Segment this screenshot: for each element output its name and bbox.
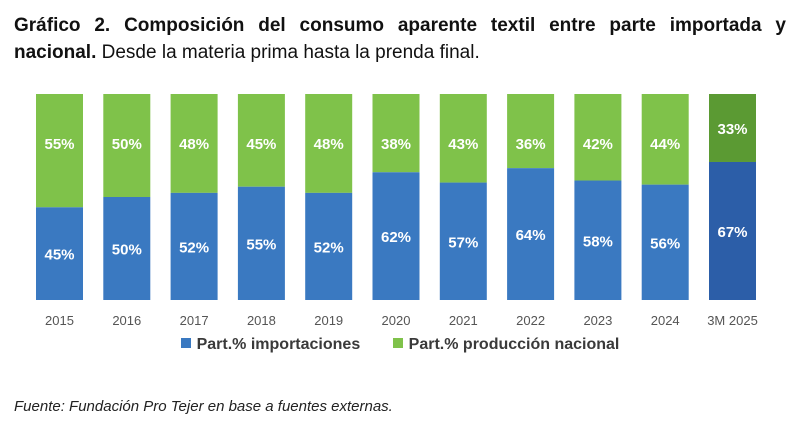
x-tick-2024: 2024 — [651, 313, 680, 328]
chart-subtitle: Desde la materia prima hasta la prenda f… — [101, 42, 480, 63]
x-tick-2019: 2019 — [314, 313, 343, 328]
label-imports-2018: 55% — [246, 236, 276, 253]
legend-swatch-imports — [180, 338, 191, 348]
label-national-2017: 48% — [179, 136, 209, 153]
bar-national-2024 — [641, 94, 689, 185]
label-imports-2023: 58% — [583, 233, 613, 250]
bar-national-2015 — [36, 94, 83, 208]
label-imports-2024: 56% — [650, 235, 680, 252]
x-tick-2021: 2021 — [449, 313, 478, 328]
chart-title-bold: Gráfico 2. Composición del consumo apare… — [14, 15, 786, 63]
x-tick-3M 2025: 3M 2025 — [707, 313, 758, 328]
x-tick-2018: 2018 — [247, 313, 276, 328]
bar-national-2019 — [305, 94, 353, 193]
bar-imports-2019 — [305, 192, 353, 300]
legend-item-imports: Part.% importaciones — [180, 336, 361, 354]
label-national-2018: 45% — [246, 136, 276, 153]
bar-imports-2024 — [641, 184, 689, 300]
label-national-2022: 36% — [516, 136, 546, 153]
label-national-2020: 38% — [381, 136, 411, 153]
bar-national-3M 2025 — [709, 94, 756, 162]
bar-imports-2015 — [36, 207, 83, 300]
source-note: Fuente: Fundación Pro Tejer en base a fu… — [14, 398, 393, 415]
bar-national-2020 — [372, 94, 420, 173]
bar-national-2018 — [237, 94, 285, 187]
chart-legend: Part.% importaciones Part.% producción n… — [0, 336, 800, 354]
x-tick-2020: 2020 — [382, 313, 411, 328]
x-tick-2023: 2023 — [583, 313, 612, 328]
label-imports-2016: 50% — [112, 242, 142, 259]
legend-label-national: Part.% producción nacional — [408, 336, 620, 353]
bar-imports-2020 — [372, 172, 420, 300]
bar-imports-3M 2025 — [709, 161, 756, 300]
label-national-2019: 48% — [314, 136, 344, 153]
x-tick-2022: 2022 — [516, 313, 545, 328]
bar-national-2021 — [439, 94, 487, 183]
label-imports-2022: 64% — [516, 227, 546, 244]
label-imports-2019: 52% — [314, 239, 344, 256]
bar-national-2022 — [507, 94, 555, 169]
label-national-2021: 43% — [448, 136, 478, 153]
label-national-3M 2025: 33% — [717, 121, 747, 138]
label-imports-2017: 52% — [179, 239, 209, 256]
stacked-bar-chart: 55% 45% 2015 50% 50% 2016 48% 52% 2017 45% 55% 2018… — [36, 94, 758, 328]
label-national-2016: 50% — [112, 136, 142, 153]
bar-imports-2017 — [170, 192, 218, 300]
x-tick-2016: 2016 — [112, 313, 141, 328]
legend-item-national: Part.% producción nacional — [392, 336, 620, 354]
bar-national-2016 — [103, 94, 151, 197]
label-imports-2020: 62% — [381, 229, 411, 246]
bar-national-2023 — [574, 94, 622, 181]
bar-imports-2023 — [574, 180, 622, 300]
label-national-2015: 55% — [44, 136, 74, 153]
legend-swatch-national — [392, 338, 403, 348]
label-imports-2015: 45% — [44, 247, 74, 264]
chart-title: Gráfico 2. Composición del consumo apare… — [14, 12, 786, 66]
x-tick-2017: 2017 — [180, 313, 209, 328]
label-imports-2021: 57% — [448, 234, 478, 251]
label-national-2024: 44% — [650, 136, 680, 153]
label-national-2023: 42% — [583, 136, 613, 153]
bar-imports-2021 — [439, 182, 487, 300]
bar-national-2017 — [170, 94, 218, 193]
legend-label-imports: Part.% importaciones — [196, 336, 361, 353]
label-imports-3M 2025: 67% — [717, 224, 747, 241]
x-tick-2015: 2015 — [45, 313, 74, 328]
bar-imports-2016 — [103, 197, 151, 300]
bar-imports-2018 — [237, 186, 285, 300]
bar-imports-2022 — [507, 168, 555, 300]
